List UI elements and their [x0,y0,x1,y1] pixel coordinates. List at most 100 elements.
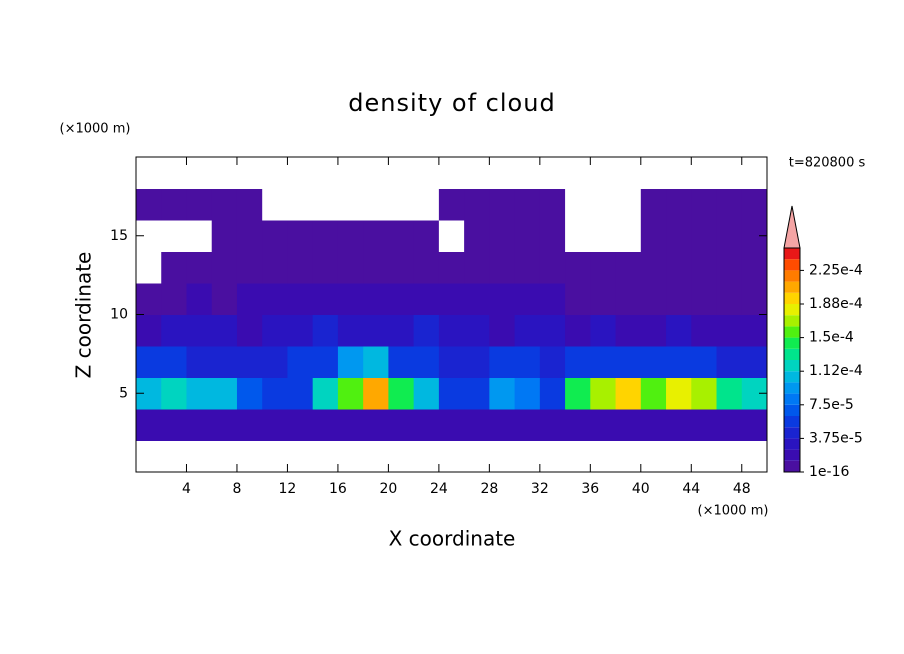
cell [464,188,490,221]
x-tick-label: 40 [632,481,650,497]
cell [236,283,263,315]
x-tick-label: 36 [581,481,599,497]
cell [337,251,364,284]
cell [615,188,642,221]
cell [640,314,667,347]
cell [716,157,743,189]
cell [337,188,364,221]
x-tick-label: 16 [329,481,347,497]
cell [287,440,314,473]
cell [640,377,667,410]
cell [388,251,415,284]
cell [363,220,389,252]
cell [337,220,364,252]
x-axis-label: X coordinate [389,527,516,551]
cell [186,188,213,221]
cell [186,251,213,284]
colorbar-band [784,438,800,450]
cell [262,409,288,441]
cell [514,440,541,473]
cell [363,157,389,189]
cell [666,346,692,378]
x-tick-label: 44 [682,481,700,497]
colorbar-label: 1e-16 [809,464,849,480]
cell [236,157,263,189]
cell [312,220,339,252]
cell [363,314,389,347]
cell [388,377,415,410]
cell [388,346,415,378]
cell [262,283,288,315]
cell [514,251,541,284]
cell [312,440,339,473]
cell [312,409,339,441]
cell [590,283,617,315]
cell [464,409,490,441]
cell [337,440,364,473]
cell [363,377,389,410]
cell [565,283,591,315]
cell [136,283,162,315]
cell [413,283,440,315]
cell [136,314,162,347]
cell [464,251,490,284]
cell [337,314,364,347]
cell [489,440,516,473]
cell [388,440,415,473]
cell [615,440,642,473]
colorbar: 1e-16 3.75e-5 7.5e-5 1.12e-4 1.5e-4 1.88e-4 2.… [783,205,863,480]
cell [236,377,263,410]
cell [741,251,768,284]
cell [741,157,768,189]
cell [489,251,516,284]
cell [136,346,162,378]
cell [211,188,238,221]
cell [691,377,718,410]
cell [590,440,617,473]
cell [615,346,642,378]
colorbar-label: 1.88e-4 [809,296,863,312]
x-tick-label: 28 [480,481,498,497]
x-tick-label: 8 [232,481,241,497]
colorbar-band [784,248,800,260]
cell [716,251,743,284]
colorbar-band [784,259,800,271]
cell [615,377,642,410]
cell [211,220,238,252]
cell [539,409,566,441]
cell [741,409,768,441]
cell [565,220,591,252]
colorbar-band [784,449,800,461]
cell [136,440,162,473]
y-tick-label: 5 [119,385,128,401]
cell [312,251,339,284]
cell [691,346,718,378]
cell [287,283,314,315]
colorbar-band [784,416,800,428]
cell [161,409,187,441]
colorbar-band [784,292,800,304]
cell [590,157,617,189]
cell [741,314,768,347]
cell [539,346,566,378]
cell [640,346,667,378]
cell [211,251,238,284]
y-unit: (×1000 m) [60,122,131,137]
cell [337,377,364,410]
cell [413,157,440,189]
colorbar-band [784,315,800,327]
cell [590,251,617,284]
cell [363,283,389,315]
cell [640,440,667,473]
colorbar-overflow [783,205,801,249]
cell [565,157,591,189]
cell [741,440,768,473]
cell [161,251,187,284]
cell [438,346,465,378]
cell [161,188,187,221]
y-tick-label: 15 [110,228,128,244]
cell [514,314,541,347]
y-axis-label: Z coordinate [72,252,96,379]
colorbar-band [784,371,800,383]
